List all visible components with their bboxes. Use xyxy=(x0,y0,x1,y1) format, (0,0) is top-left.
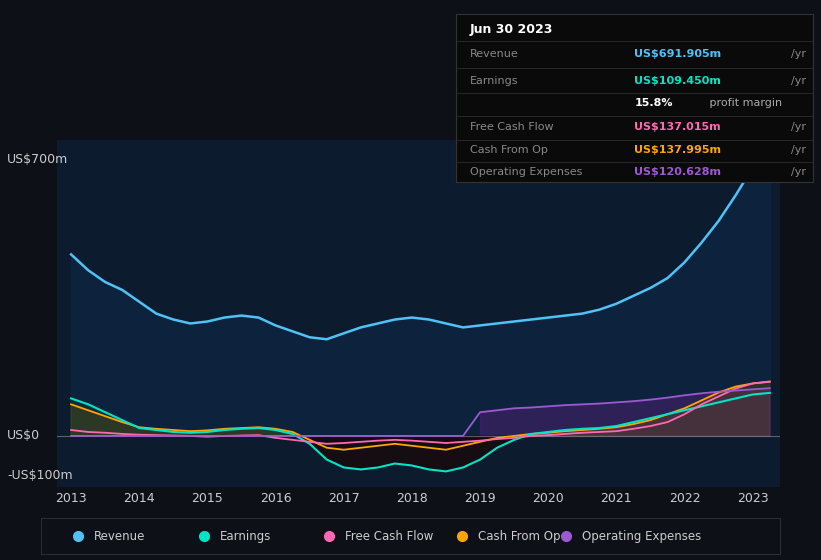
Text: Operating Expenses: Operating Expenses xyxy=(582,530,701,543)
Text: profit margin: profit margin xyxy=(706,98,782,108)
Text: US$120.628m: US$120.628m xyxy=(635,167,721,177)
Text: US$109.450m: US$109.450m xyxy=(635,76,721,86)
Text: US$0: US$0 xyxy=(7,430,40,442)
Text: US$691.905m: US$691.905m xyxy=(635,49,722,59)
Text: Earnings: Earnings xyxy=(470,76,518,86)
Text: -US$100m: -US$100m xyxy=(7,469,72,482)
Text: Operating Expenses: Operating Expenses xyxy=(470,167,582,177)
Text: /yr: /yr xyxy=(791,76,806,86)
Text: Cash From Op: Cash From Op xyxy=(479,530,561,543)
Text: US$700m: US$700m xyxy=(7,153,68,166)
Text: Revenue: Revenue xyxy=(470,49,519,59)
Text: 15.8%: 15.8% xyxy=(635,98,672,108)
Text: Free Cash Flow: Free Cash Flow xyxy=(470,122,553,132)
Text: /yr: /yr xyxy=(791,167,806,177)
Text: US$137.995m: US$137.995m xyxy=(635,145,721,155)
Text: /yr: /yr xyxy=(791,49,806,59)
Text: Free Cash Flow: Free Cash Flow xyxy=(346,530,433,543)
Text: Earnings: Earnings xyxy=(220,530,271,543)
Text: Cash From Op: Cash From Op xyxy=(470,145,548,155)
Text: /yr: /yr xyxy=(791,145,806,155)
Text: US$137.015m: US$137.015m xyxy=(635,122,721,132)
Text: /yr: /yr xyxy=(791,122,806,132)
Text: Revenue: Revenue xyxy=(94,530,145,543)
Text: Jun 30 2023: Jun 30 2023 xyxy=(470,22,553,36)
